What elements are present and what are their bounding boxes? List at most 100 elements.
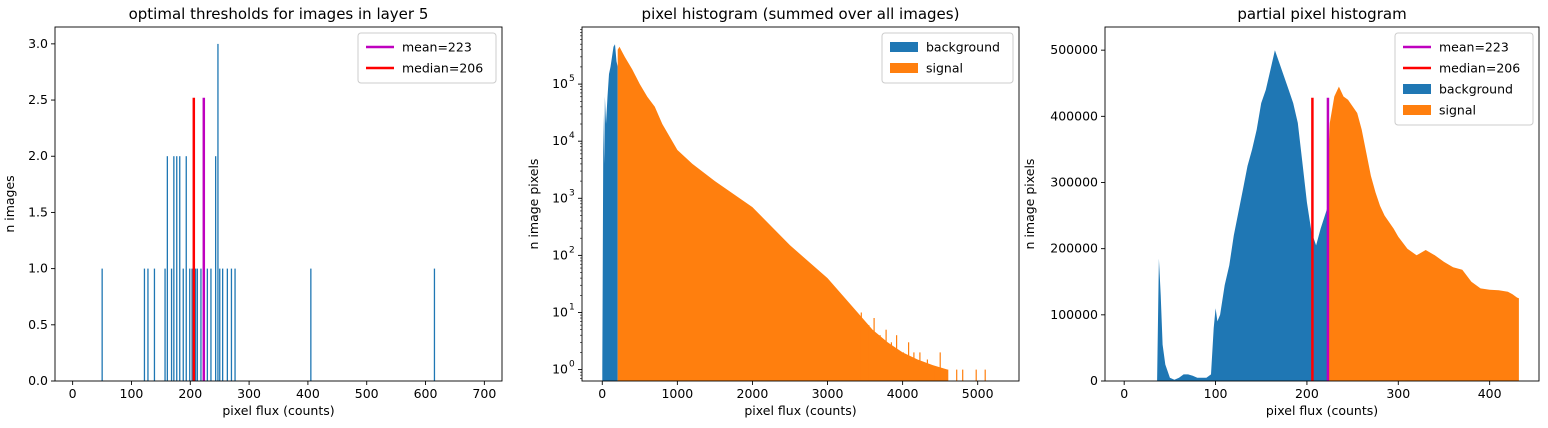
y-tick-label: 10 — [552, 304, 568, 319]
y-tick-label: 100000 — [1050, 307, 1098, 322]
signal-bin — [873, 318, 875, 381]
x-tick-label: 0 — [598, 386, 606, 401]
x-tick-label: 300 — [237, 386, 261, 401]
chart-3: 0 100 200 300 400 0 100000 200000 300000 400000 50… — [1022, 5, 1540, 418]
chart-title: pixel histogram (summed over all images) — [642, 5, 960, 23]
bar — [164, 268, 166, 381]
y-axis-label: n images — [2, 175, 17, 232]
x-axis-label: pixel flux (counts) — [744, 403, 856, 418]
signal-bin — [885, 329, 887, 381]
bar — [179, 156, 181, 381]
legend-patch-2 — [890, 63, 918, 73]
x-tick-label: 500 — [355, 386, 379, 401]
bar — [217, 43, 219, 382]
y-tick-label: 10 — [552, 190, 568, 205]
y-tick-label: 0.0 — [28, 373, 48, 388]
x-tick-label: 5000 — [962, 386, 994, 401]
signal-bin — [933, 369, 935, 381]
y-tick-label: 500000 — [1050, 42, 1098, 57]
y-tick-exponent: 5 — [569, 74, 575, 84]
legend-label-1: mean=223 — [402, 40, 472, 55]
x-tick-label: 0 — [69, 386, 77, 401]
y-tick-label: 3.0 — [28, 36, 48, 51]
bar — [226, 268, 228, 381]
legend-label-2: median=206 — [402, 61, 483, 76]
bar — [215, 156, 217, 381]
signal-bin — [926, 359, 928, 381]
x-tick-label: 3000 — [812, 386, 844, 401]
y-tick-exponent: 1 — [569, 302, 575, 312]
legend: mean=223 median=206 — [357, 32, 497, 84]
signal-bin — [962, 369, 964, 381]
x-tick-label: 600 — [414, 386, 438, 401]
bar — [234, 268, 236, 381]
y-tick-label: 10 — [552, 133, 568, 148]
x-tick-label: 1000 — [661, 386, 693, 401]
bar — [310, 268, 312, 381]
x-tick-label: 300 — [1386, 386, 1410, 401]
x-tick-label: 200 — [1295, 386, 1319, 401]
legend-label-1: background — [926, 40, 1000, 55]
signal-bin — [913, 352, 915, 381]
bar — [166, 156, 168, 381]
series-signal-area — [1327, 86, 1519, 381]
bar — [222, 268, 224, 381]
signal-bin — [890, 342, 892, 381]
bar — [153, 268, 156, 381]
bar — [219, 268, 221, 381]
x-axis-label: pixel flux (counts) — [222, 403, 334, 418]
bar — [200, 268, 202, 381]
plot-area — [55, 27, 502, 381]
signal-bin — [908, 342, 910, 381]
chart-1: 0 100 200 300 400 500 600 700 0.0 0.5 1.0 1.5 2.0 2.5… — [2, 5, 503, 418]
x-tick-label: 700 — [472, 386, 496, 401]
y-tick-label: 0.5 — [28, 317, 48, 332]
y-tick-label: 400000 — [1050, 108, 1098, 123]
chart-title: partial pixel histogram — [1237, 5, 1406, 23]
legend-label-1: mean=223 — [1439, 40, 1509, 55]
signal-bin — [868, 325, 870, 381]
signal-bin — [902, 352, 904, 381]
signal-bin — [984, 369, 986, 381]
y-tick-label: 300000 — [1050, 174, 1098, 189]
axes-frame — [54, 26, 503, 382]
axes-frame — [1104, 26, 1540, 382]
bar — [191, 268, 193, 381]
legend-label-2: median=206 — [1439, 61, 1520, 76]
signal-bin — [947, 369, 949, 381]
legend-label-4: signal — [1439, 103, 1476, 118]
series-background-area — [1157, 50, 1327, 381]
legend-label-3: background — [1439, 82, 1513, 97]
x-tick-label: 0 — [1120, 386, 1128, 401]
y-axis-label: n image pixels — [1022, 159, 1037, 250]
bar — [147, 268, 149, 381]
bar — [185, 156, 187, 381]
y-tick-label: 1.0 — [28, 261, 48, 276]
legend-patch-1 — [890, 42, 918, 52]
bar — [196, 268, 198, 381]
signal-bin — [879, 335, 881, 381]
y-tick-label: 0 — [1090, 373, 1098, 388]
signal-bin — [975, 369, 977, 381]
x-tick-label: 4000 — [887, 386, 919, 401]
chart-title: optimal thresholds for images in layer 5 — [129, 5, 429, 23]
x-tick-label: 200 — [178, 386, 202, 401]
x-axis-label: pixel flux (counts) — [1266, 403, 1378, 418]
signal-bin — [956, 369, 958, 381]
bar — [206, 268, 208, 381]
y-tick-exponent: 2 — [569, 245, 575, 255]
y-tick-label: 10 — [552, 76, 568, 91]
y-axis-label: n image pixels — [526, 159, 541, 250]
y-tick-label: 200000 — [1050, 241, 1098, 256]
bar — [230, 268, 233, 381]
bar — [101, 268, 103, 381]
legend-patch-3 — [1403, 84, 1431, 94]
bar — [189, 268, 191, 381]
signal-bin — [919, 352, 921, 381]
signal-bin — [860, 312, 862, 381]
x-tick-label: 100 — [120, 386, 144, 401]
bar — [143, 268, 146, 381]
legend-label-2: signal — [926, 61, 963, 76]
